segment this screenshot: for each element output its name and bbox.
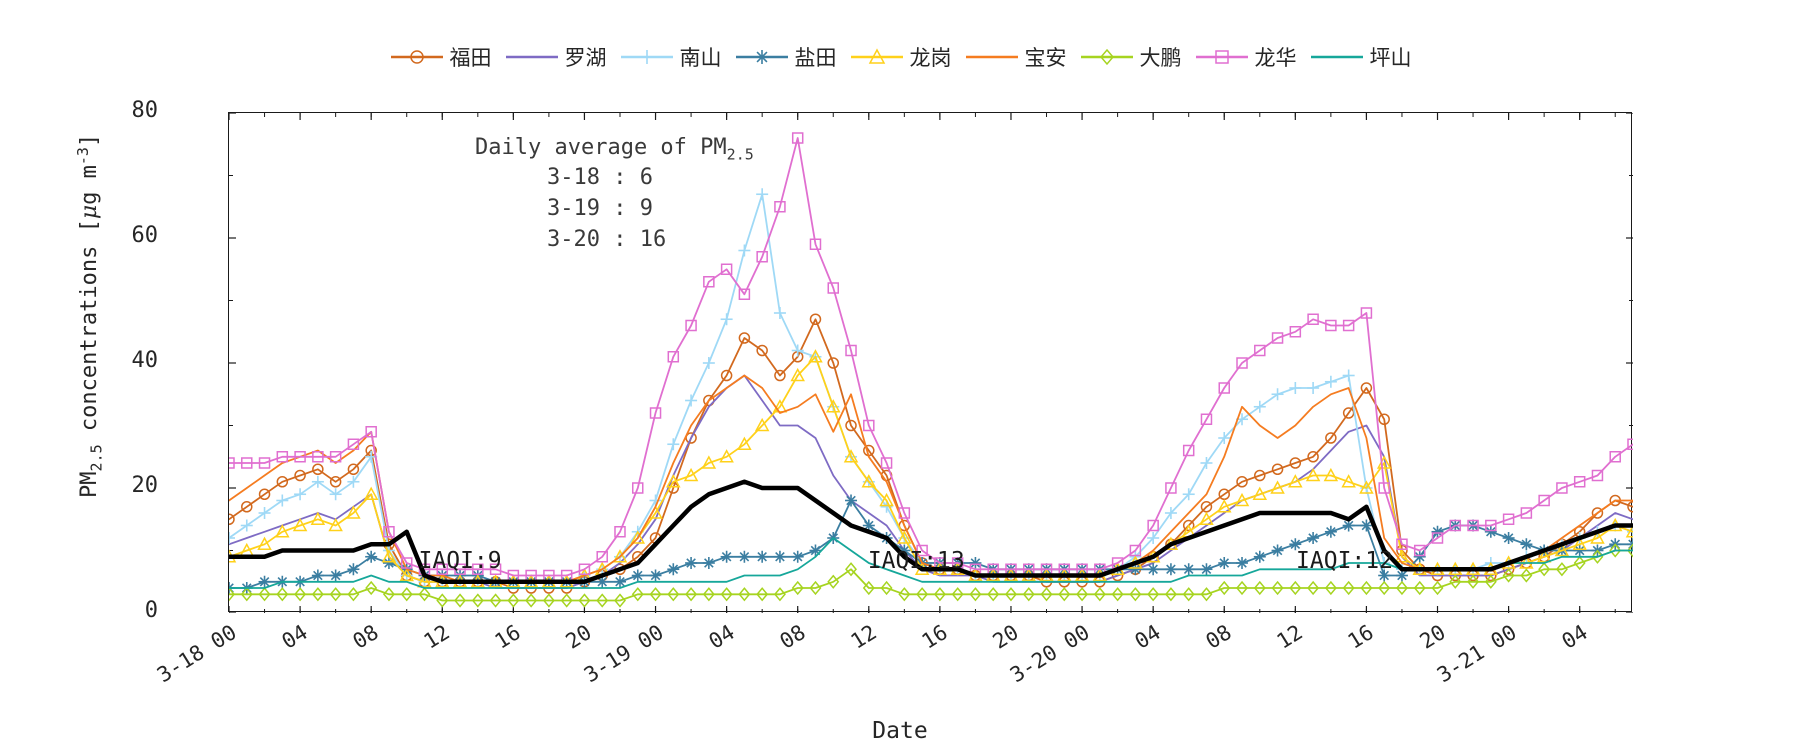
legend-entry[interactable]: 南山 [619, 42, 722, 72]
legend-label: 福田 [449, 46, 492, 70]
y-tick-label: 40 [131, 348, 159, 373]
legend-swatch-asterisk-icon [734, 47, 790, 67]
y-axis-label: PM2.5 concentrations [μg m-3] [74, 36, 106, 596]
y-tick-label: 80 [131, 98, 159, 123]
daily-average-title: Daily average of PM2.5 [475, 135, 754, 164]
legend-label: 龙岗 [909, 46, 952, 70]
series-盐田 [229, 494, 1633, 594]
legend-swatch-circle-icon [389, 47, 445, 67]
legend-entry[interactable]: 福田 [389, 42, 492, 72]
legend-swatch-diamond-icon [1079, 47, 1135, 67]
legend-label: 盐田 [794, 46, 837, 70]
series-大鹏 [229, 543, 1633, 608]
iaqi-label: IAQI:13 [867, 547, 965, 574]
legend-entry[interactable]: 盐田 [734, 42, 837, 72]
legend-label: 罗湖 [564, 46, 607, 70]
series-canvas [229, 113, 1633, 613]
iaqi-label: IAQI:12 [1296, 547, 1393, 574]
legend-swatch-triangle-icon [849, 47, 905, 67]
series-average [229, 479, 1633, 585]
x-axis-label: Date [872, 718, 928, 744]
daily-average-line-2: 3-20 : 16 [547, 227, 667, 252]
series-南山 [229, 188, 1633, 588]
series-龙华 [229, 132, 1633, 582]
daily-average-line-1: 3-19 : 9 [547, 196, 653, 221]
legend-label: 宝安 [1024, 46, 1067, 70]
legend-swatch-none-icon [964, 47, 1020, 67]
legend-label: 龙华 [1254, 46, 1297, 70]
legend-entry[interactable]: 罗湖 [504, 42, 607, 72]
y-tick-label: 20 [131, 473, 159, 498]
legend-swatch-square-icon [1194, 47, 1250, 67]
daily-average-title-subscript: 2.5 [726, 145, 754, 164]
legend-label: 大鹏 [1139, 46, 1182, 70]
y-tick-label: 0 [144, 598, 158, 623]
legend-label: 坪山 [1369, 46, 1412, 70]
legend-entry[interactable]: 大鹏 [1079, 42, 1182, 72]
legend-swatch-none-icon [504, 47, 560, 67]
plot-area: Daily average of PM2.5 3-18 : 6 3-19 : 9… [228, 112, 1633, 613]
legend-entry[interactable]: 宝安 [964, 42, 1067, 72]
legend-entry[interactable]: 坪山 [1309, 42, 1412, 72]
y-axis-label-text: PM2.5 concentrations [μg m-3] [74, 133, 106, 498]
iaqi-label: IAQI:9 [418, 547, 502, 574]
legend-swatch-plus-icon [619, 47, 675, 67]
chart-legend: 福田 罗湖 南山 盐田 龙岗 宝安 大鹏 龙华 坪山 [0, 42, 1800, 72]
legend-label: 南山 [679, 46, 722, 70]
y-tick-label: 60 [131, 223, 159, 248]
legend-swatch-none-icon [1309, 47, 1365, 67]
daily-average-line-0: 3-18 : 6 [547, 165, 653, 190]
legend-entry[interactable]: 龙岗 [849, 42, 952, 72]
legend-entry[interactable]: 龙华 [1194, 42, 1297, 72]
